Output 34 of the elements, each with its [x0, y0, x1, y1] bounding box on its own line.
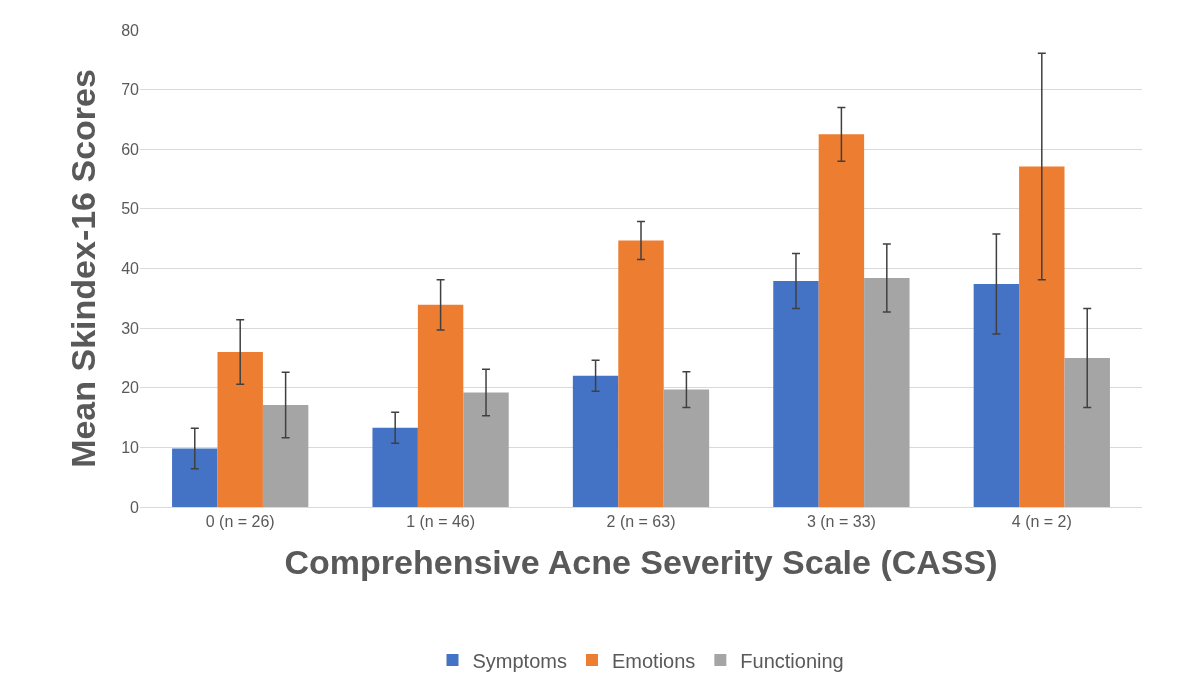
bar: [172, 448, 218, 507]
bar: [262, 405, 309, 507]
y-axis-title: Mean Skindex-16 Scores: [63, 69, 102, 468]
bar: [372, 427, 418, 507]
bar: [864, 278, 910, 507]
y-tick-label: 70: [121, 81, 140, 99]
bar: [818, 134, 865, 507]
bar: [1019, 166, 1065, 507]
y-tick-label: 50: [121, 200, 140, 218]
y-tick-label: 0: [130, 498, 140, 516]
legend-label: Symptoms: [472, 649, 567, 672]
x-tick-label: 2 (n = 63): [606, 513, 676, 531]
y-tick-label: 20: [121, 379, 140, 397]
x-tick-label: 1 (n = 46): [406, 513, 476, 531]
bar: [463, 392, 509, 507]
x-tick-label: 0 (n = 26): [205, 513, 275, 531]
y-tick-label: 30: [121, 319, 140, 337]
y-tick-label: 40: [121, 260, 140, 278]
bar: [572, 375, 619, 507]
x-axis-title: Comprehensive Acne Severity Scale (CASS): [284, 542, 998, 581]
y-tick-label: 80: [121, 21, 140, 39]
bar: [618, 240, 664, 507]
bar: [417, 304, 464, 507]
y-tick-label: 60: [121, 140, 140, 158]
bar: [217, 351, 263, 507]
x-tick-label: 3 (n = 33): [806, 513, 876, 531]
legend-label: Functioning: [740, 649, 844, 672]
x-tick-label: 4 (n = 2): [1011, 513, 1072, 531]
bar: [663, 389, 710, 507]
legend-label: Emotions: [611, 649, 696, 672]
bar: [1064, 357, 1110, 507]
bar: [773, 281, 819, 507]
y-tick-label: 10: [121, 438, 140, 456]
bar: [973, 284, 1020, 507]
